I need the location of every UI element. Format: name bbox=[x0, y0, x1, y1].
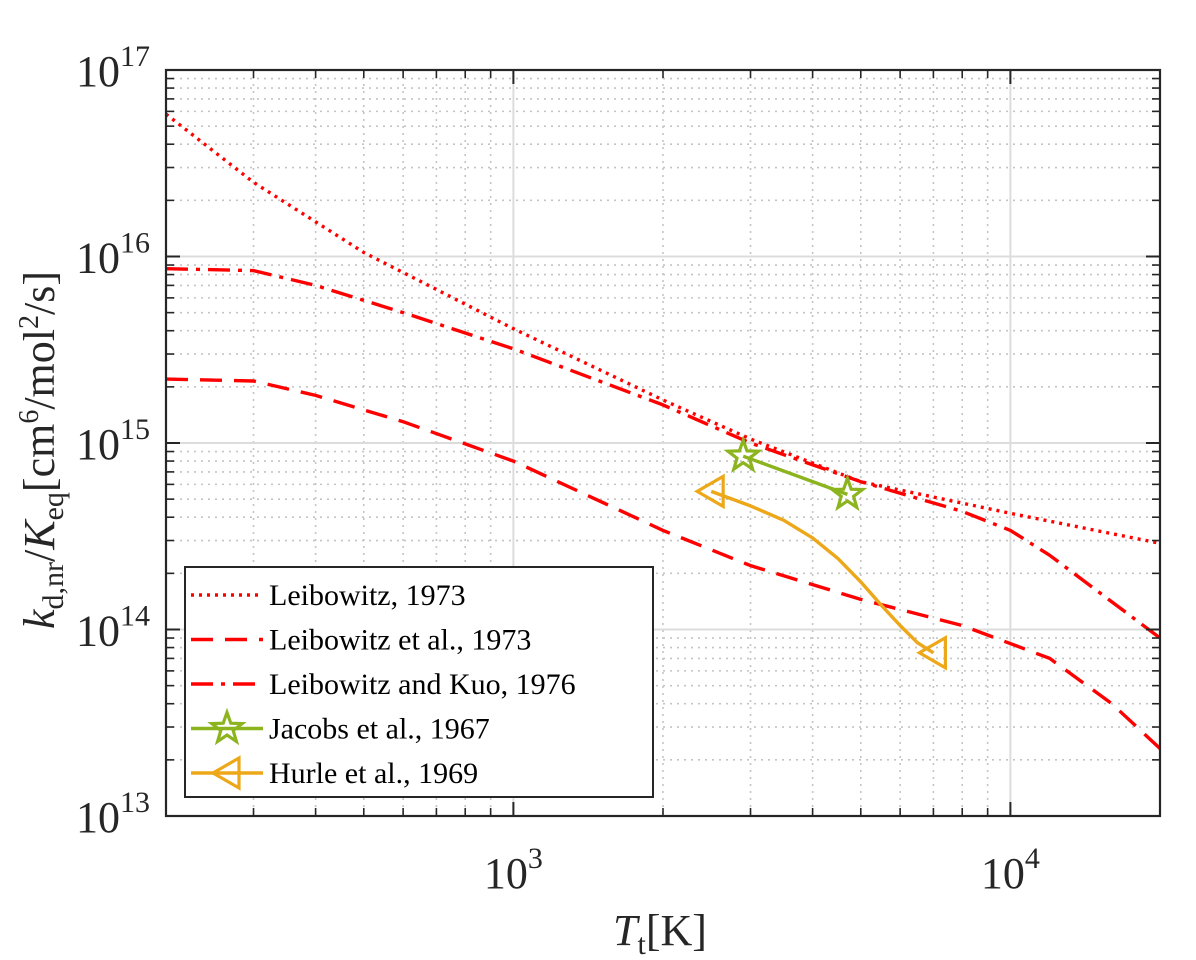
legend-marker-hurle-et-al-1969 bbox=[209, 755, 241, 791]
series-layer bbox=[164, 112, 1162, 750]
legend-label-hurle-et-al-1969: Hurle et al., 1969 bbox=[269, 757, 478, 790]
legend-marker-jacobs-et-al-1967 bbox=[207, 707, 247, 746]
x-tick-label: 104 bbox=[981, 842, 1040, 898]
tick-labels: 103 104 1013 1014 1015 1016 1017 bbox=[76, 40, 1040, 898]
series-leibowitz-et-al-1973 bbox=[165, 377, 1162, 750]
legend-label-leibowitz-et-al-1973: Leibowitz et al., 1973 bbox=[269, 624, 531, 657]
series-marker-jacobs-et-al-1967 bbox=[827, 473, 868, 512]
tick-marks bbox=[165, 69, 1161, 817]
y-tick-label: 1014 bbox=[76, 600, 150, 656]
series-leibowitz-and-kuo-1976 bbox=[165, 267, 1162, 640]
legend-label-jacobs-et-al-1967: Jacobs et al., 1967 bbox=[269, 713, 490, 746]
x-axis-label: Tt[K] bbox=[613, 906, 707, 960]
y-tick-label: 1015 bbox=[76, 413, 150, 469]
series-marker-jacobs-et-al-1967 bbox=[723, 435, 763, 473]
series-line-leibowitz-and-kuo-1976 bbox=[165, 267, 1162, 640]
series-marker-hurle-et-al-1969 bbox=[916, 635, 948, 671]
series-hurle-et-al-1969 bbox=[693, 473, 948, 671]
legend-label-leibowitz-1973: Leibowitz, 1973 bbox=[269, 579, 466, 612]
legend-box bbox=[184, 566, 654, 798]
series-leibowitz-1973 bbox=[164, 112, 1161, 545]
legend: Leibowitz, 1973 Leibowitz et al., 1973 Lei… bbox=[184, 566, 654, 798]
y-tick-label: 1016 bbox=[76, 227, 150, 283]
legend-label-leibowitz-and-kuo-1976: Leibowitz and Kuo, 1976 bbox=[269, 668, 576, 701]
x-tick-label: 103 bbox=[484, 842, 543, 898]
y-tick-label: 1013 bbox=[76, 786, 150, 842]
series-marker-hurle-et-al-1969 bbox=[693, 473, 725, 510]
series-line-hurle-et-al-1969 bbox=[710, 489, 935, 655]
y-tick-label: 1017 bbox=[76, 40, 150, 96]
y-axis-label: kd,nr/Keq[cm6/mol2/s] bbox=[14, 271, 70, 629]
series-line-leibowitz-et-al-1973 bbox=[165, 377, 1162, 750]
series-jacobs-et-al-1967 bbox=[723, 435, 868, 512]
series-line-leibowitz-1973 bbox=[164, 112, 1161, 545]
